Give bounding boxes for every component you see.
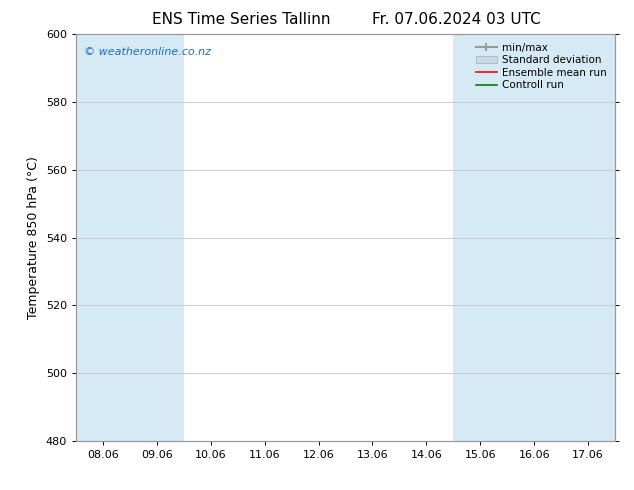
Y-axis label: Temperature 850 hPa (°C): Temperature 850 hPa (°C) — [27, 156, 40, 319]
Bar — [453, 34, 615, 441]
Bar — [76, 34, 184, 441]
Text: Fr. 07.06.2024 03 UTC: Fr. 07.06.2024 03 UTC — [372, 12, 541, 27]
Bar — [453, 34, 561, 441]
Text: © weatheronline.co.nz: © weatheronline.co.nz — [84, 47, 211, 56]
Legend: min/max, Standard deviation, Ensemble mean run, Controll run: min/max, Standard deviation, Ensemble me… — [473, 40, 610, 94]
Text: ENS Time Series Tallinn: ENS Time Series Tallinn — [152, 12, 330, 27]
